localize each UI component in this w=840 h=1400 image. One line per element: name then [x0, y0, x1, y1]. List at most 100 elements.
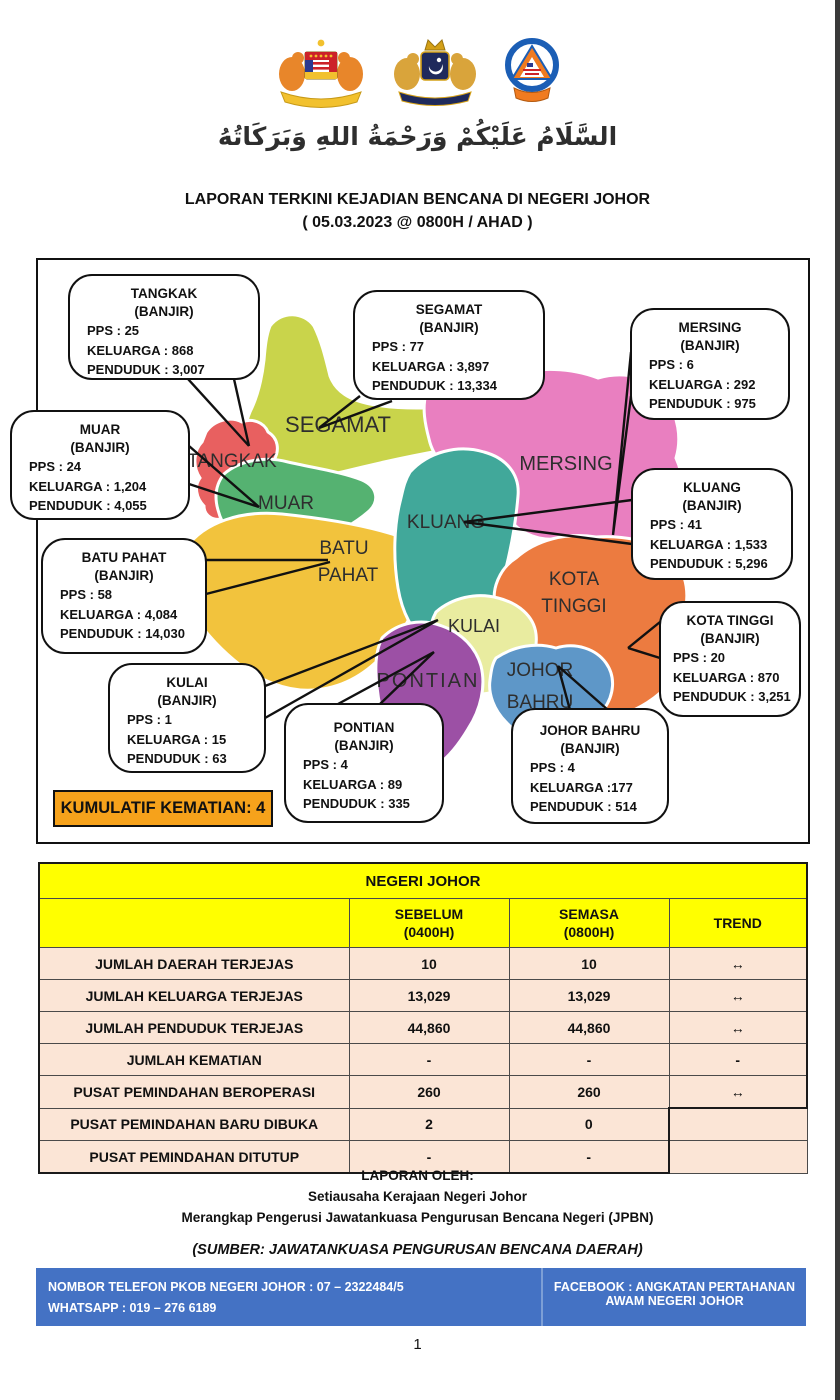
malaysia-coat-of-arms-icon [278, 39, 363, 108]
map-label-mersing: MERSING [519, 453, 612, 475]
row-trend: ↔ [668, 1075, 809, 1109]
map-label-bahru: BAHRU [507, 692, 574, 713]
callout-penduduk: PENDUDUK : 975 [649, 396, 756, 412]
callout-pps: PPS : 20 [673, 650, 726, 666]
row-sebelum: - [348, 1140, 510, 1174]
row-semasa: 13,029 [508, 979, 670, 1012]
statistics-table: NEGERI JOHOR SEBELUM (0400H) SEMASA (0800H… [37, 862, 809, 1174]
callout-title: SEGAMAT [415, 302, 483, 317]
map-label-kulai: KULAI [448, 616, 500, 636]
laporan-line-2: Merangkap Pengerusi Jawatankuasa Penguru… [181, 1209, 654, 1225]
callout-keluarga: KELUARGA : 89 [303, 776, 403, 792]
row-label: JUMLAH KELUARGA TERJEJAS [38, 979, 350, 1012]
callout-keluarga: KELUARGA : 3,897 [372, 358, 490, 374]
page-number: 1 [413, 1336, 422, 1353]
table-row: JUMLAH KELUARGA TERJEJAS 13,029 13,029 ↔ [38, 979, 809, 1012]
callout-subtitle: (BANJIR) [157, 693, 217, 709]
table-row: JUMLAH PENDUDUK TERJEJAS 44,860 44,860 ↔ [38, 1011, 809, 1044]
map-label-pahat: PAHAT [318, 565, 379, 586]
map-label-tinggi: TINGGI [541, 596, 606, 617]
row-label: JUMLAH KEMATIAN [38, 1043, 350, 1076]
report-by-block: LAPORAN OLEH: Setiausaha Kerajaan Negeri… [0, 1166, 835, 1229]
callout-pps: PPS : 4 [530, 760, 575, 776]
callout-pps: PPS : 24 [29, 459, 82, 475]
callout-subtitle: (BANJIR) [134, 304, 194, 320]
header-logos [0, 36, 835, 112]
callout-pontian: PONTIAN (BANJIR) PPS : 4 KELUARGA : 89 P… [284, 703, 444, 823]
table-row: PUSAT PEMINDAHAN BARU DIBUKA 2 0 [38, 1107, 808, 1141]
callout-penduduk: PENDUDUK : 4,055 [29, 498, 147, 514]
page-title: LAPORAN TERKINI KEJADIAN BENCANA DI NEGE… [0, 188, 835, 234]
map-label-segamat: SEGAMAT [285, 412, 391, 437]
table-title: NEGERI JOHOR [37, 862, 809, 899]
callout-tangkak: TANGKAK (BANJIR) PPS : 25 KELUARGA : 868… [68, 274, 260, 380]
contact-whatsapp: WHATSAPP : 019 – 276 6189 [48, 1300, 217, 1315]
row-sebelum: 44,860 [348, 1011, 510, 1044]
laporan-oleh-label: LAPORAN OLEH: [361, 1168, 474, 1183]
callout-keluarga: KELUARGA : 868 [87, 342, 194, 358]
header-blank [38, 898, 350, 948]
row-sebelum: - [348, 1043, 510, 1076]
row-label: PUSAT PEMINDAHAN BARU DIBUKA [38, 1107, 350, 1141]
callout-johor-bahru: JOHOR BAHRU (BANJIR) PPS : 4 KELUARGA :1… [511, 708, 669, 824]
row-semasa: 44,860 [508, 1011, 670, 1044]
callout-subtitle: (BANJIR) [70, 440, 130, 456]
row-trend: ↔ [668, 979, 809, 1012]
row-trend-empty [668, 1107, 808, 1141]
map-label-muar: MUAR [258, 493, 314, 514]
callout-title: TANGKAK [130, 286, 198, 301]
callout-pps: PPS : 6 [649, 357, 694, 373]
callout-subtitle: (BANJIR) [680, 338, 740, 354]
row-semasa: 10 [508, 947, 670, 980]
contact-phone: NOMBOR TELEFON PKOB NEGERI JOHOR : 07 – … [48, 1280, 404, 1294]
callout-title: KULAI [166, 675, 208, 690]
table-row: PUSAT PEMINDAHAN DITUTUP - - [38, 1140, 808, 1174]
callout-tails [187, 351, 661, 720]
contact-bar: NOMBOR TELEFON PKOB NEGERI JOHOR : 07 – … [36, 1268, 806, 1326]
callout-kluang: KLUANG (BANJIR) PPS : 41 KELUARGA : 1,53… [631, 468, 793, 580]
callout-subtitle: (BANJIR) [700, 631, 760, 647]
callout-pps: PPS : 58 [60, 587, 113, 603]
callout-pps: PPS : 77 [372, 339, 425, 355]
callout-subtitle: (BANJIR) [334, 738, 394, 754]
row-semasa: 260 [508, 1075, 670, 1109]
callout-title: PONTIAN [333, 720, 395, 735]
callout-keluarga: KELUARGA : 1,204 [29, 478, 147, 494]
row-label: PUSAT PEMINDAHAN DITUTUP [38, 1140, 350, 1174]
callout-title: BATU PAHAT [81, 550, 167, 565]
map-label-pontian: PONTIAN [377, 670, 480, 692]
callout-keluarga: KELUARGA : 292 [649, 376, 756, 392]
callout-keluarga: KELUARGA : 1,533 [650, 536, 768, 552]
callout-penduduk: PENDUDUK : 14,030 [60, 626, 185, 642]
callout-subtitle: (BANJIR) [94, 568, 154, 584]
title-line-2: ( 05.03.2023 @ 0800H / AHAD ) [302, 214, 533, 232]
callout-kota-tinggi: KOTA TINGGI (BANJIR) PPS : 20 KELUARGA :… [659, 601, 801, 717]
callout-pps: PPS : 41 [650, 517, 703, 533]
map-label-kluang: KLUANG [407, 512, 485, 533]
viewer-edge-strip [835, 0, 840, 1400]
callout-segamat: SEGAMAT (BANJIR) PPS : 77 KELUARGA : 3,8… [353, 290, 545, 400]
map-label-kota: KOTA [549, 569, 600, 590]
row-trend: - [668, 1043, 809, 1076]
header-sebelum: SEBELUM (0400H) [348, 898, 510, 948]
callout-muar: MUAR (BANJIR) PPS : 24 KELUARGA : 1,204 … [10, 410, 190, 520]
row-label: PUSAT PEMINDAHAN BEROPERASI [38, 1075, 350, 1109]
source-line: (SUMBER: JAWATANKUASA PENGURUSAN BENCANA… [192, 1242, 643, 1258]
callout-penduduk: PENDUDUK : 514 [530, 799, 637, 815]
callout-mersing: MERSING (BANJIR) PPS : 6 KELUARGA : 292 … [630, 308, 790, 420]
callout-penduduk: PENDUDUK : 63 [127, 751, 227, 767]
table-row: PUSAT PEMINDAHAN BEROPERASI 260 260 ↔ [38, 1075, 809, 1109]
table-row: JUMLAH KEMATIAN - - - [38, 1043, 809, 1076]
callout-batu-pahat: BATU PAHAT (BANJIR) PPS : 58 KELUARGA : … [41, 538, 207, 654]
callout-title: KOTA TINGGI [686, 613, 774, 628]
callout-pps: PPS : 4 [303, 757, 348, 773]
table-row: JUMLAH DAERAH TERJEJAS 10 10 ↔ [38, 947, 809, 980]
header-trend: TREND [668, 898, 809, 948]
callout-pps: PPS : 1 [127, 712, 172, 728]
row-sebelum: 2 [348, 1107, 510, 1141]
header-semasa: SEMASA (0800H) [508, 898, 670, 948]
map-label-batu: BATU [319, 538, 368, 559]
map-label-tangkak: TANGKAK [187, 451, 277, 472]
callout-penduduk: PENDUDUK : 3,251 [673, 689, 791, 705]
map-board: SEGAMAT TANGKAK MUAR BATU PAHAT KLUANG M… [10, 258, 810, 844]
